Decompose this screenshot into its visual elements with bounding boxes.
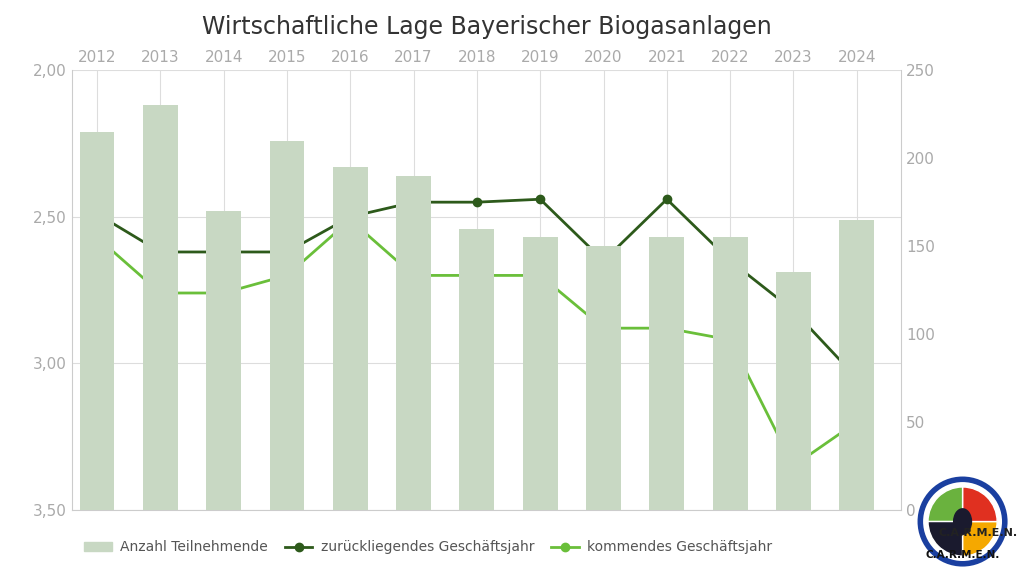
Text: C.A.R.M.E.N.: C.A.R.M.E.N. [926,550,999,560]
Wedge shape [928,487,963,522]
Wedge shape [963,487,997,522]
Legend: Anzahl Teilnehmende, zurückliegendes Geschäftsjahr, kommendes Geschäftsjahr: Anzahl Teilnehmende, zurückliegendes Ges… [79,535,778,560]
Bar [523,237,558,510]
Wedge shape [928,522,963,556]
Title: Wirtschaftliche Lage Bayerischer Biogasanlagen: Wirtschaftliche Lage Bayerischer Biogasa… [202,15,771,39]
Ellipse shape [953,508,972,535]
Bar [649,237,684,510]
Wedge shape [963,522,997,556]
Bar [143,105,178,510]
Bar [206,211,241,510]
Bar [80,132,115,510]
Bar [586,246,621,510]
Bar [776,272,811,510]
Bar [333,167,368,510]
Bar [460,229,495,510]
Bar [713,237,748,510]
Bar [396,176,431,510]
Text: C.A.R.M.E.N.: C.A.R.M.E.N. [938,528,1018,539]
Bar [840,220,874,510]
Bar [269,141,304,510]
